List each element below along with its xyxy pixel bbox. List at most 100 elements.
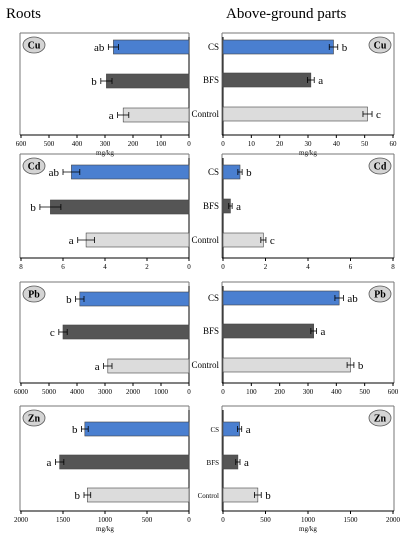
panel-cu-roots: 0 100 200 300 400 500 600 Cu ab b a mg/kg: [16, 32, 191, 157]
panel-pb-above-ground: 0 100 200 300 400 500 600 Pb ab CS a BFS b Control: [191, 281, 399, 396]
element-badge-label: Cd: [28, 162, 41, 173]
element-badge-label: Cd: [374, 162, 387, 173]
bar-cs: [222, 39, 334, 55]
significance-letter: b: [66, 294, 72, 306]
x-tick-label: 500: [359, 388, 370, 396]
element-badge-label: Cu: [374, 41, 387, 52]
significance-letter: a: [109, 110, 114, 122]
category-label: CS: [208, 167, 219, 177]
element-badge-label: Zn: [374, 414, 387, 425]
panel-cd-above-ground: 0 2 4 6 8 Cd b CS a BFS c Control: [191, 153, 395, 271]
x-tick-label: 400: [72, 140, 83, 148]
significance-letter: b: [342, 42, 348, 54]
element-badge: [368, 409, 392, 427]
bar-cs: [84, 421, 190, 437]
bar-bfs: [59, 454, 190, 470]
x-tick-label: 0: [187, 263, 191, 271]
x-tick-label: 10: [248, 140, 256, 148]
category-label: CS: [208, 42, 219, 52]
significance-letter: c: [50, 327, 55, 339]
x-tick-label: 2: [264, 263, 268, 271]
significance-letter: b: [72, 424, 78, 436]
category-label: BFS: [207, 459, 220, 467]
element-badge-label: Pb: [28, 290, 40, 301]
significance-letter: a: [246, 424, 251, 436]
x-tick-label: 500: [142, 516, 153, 524]
x-tick-label: 0: [187, 388, 191, 396]
bar-bfs: [106, 73, 190, 89]
x-axis-label: mg/kg: [96, 525, 114, 533]
significance-letter: a: [244, 457, 249, 469]
x-tick-label: 1000: [154, 388, 169, 396]
x-axis-label: mg/kg: [299, 149, 317, 157]
x-tick-label: 8: [19, 263, 23, 271]
element-badge: [22, 157, 46, 175]
x-axis-label: mg/kg: [299, 525, 317, 533]
element-badge: [368, 36, 392, 54]
category-label: BFS: [203, 201, 219, 211]
significance-letter: c: [376, 109, 381, 121]
x-tick-label: 600: [388, 388, 399, 396]
category-label: CS: [210, 426, 219, 434]
category-label: Control: [191, 360, 219, 370]
x-axis-label: mg/kg: [96, 149, 114, 157]
bar-control: [222, 487, 259, 503]
element-badge-label: Zn: [28, 414, 41, 425]
x-tick-label: 6000: [14, 388, 29, 396]
x-tick-label: 200: [128, 140, 139, 148]
panel-zn-above-ground: 0 500 1000 1500 2000 Zn a CS a BFS b Control mg/kg: [198, 405, 401, 533]
significance-letter: b: [246, 167, 252, 179]
category-label: Control: [191, 235, 219, 245]
category-label: CS: [208, 293, 219, 303]
significance-letter: b: [358, 360, 364, 372]
element-badge: [22, 36, 46, 54]
x-tick-label: 2: [145, 263, 149, 271]
category-label: BFS: [203, 326, 219, 336]
x-tick-label: 0: [221, 140, 225, 148]
x-tick-label: 0: [221, 516, 225, 524]
significance-letter: b: [30, 202, 36, 214]
x-tick-label: 500: [260, 516, 271, 524]
bar-bfs: [222, 323, 314, 339]
bar-bfs: [222, 72, 312, 88]
significance-letter: b: [75, 490, 81, 502]
x-tick-label: 6: [349, 263, 353, 271]
x-tick-label: 400: [331, 388, 342, 396]
bar-cs: [222, 164, 241, 180]
significance-letter: a: [236, 201, 241, 213]
category-label: Control: [198, 492, 219, 500]
x-tick-label: 100: [156, 140, 167, 148]
x-tick-label: 300: [303, 388, 314, 396]
significance-letter: a: [318, 75, 323, 87]
bar-control: [85, 232, 190, 248]
x-tick-label: 60: [390, 140, 398, 148]
significance-letter: ab: [94, 42, 105, 54]
x-tick-label: 4: [306, 263, 310, 271]
bar-cs: [222, 290, 340, 306]
x-tick-label: 0: [221, 263, 225, 271]
significance-letter: a: [321, 326, 326, 338]
significance-letter: a: [95, 361, 100, 373]
x-tick-label: 2000: [386, 516, 401, 524]
x-tick-label: 2000: [14, 516, 29, 524]
x-tick-label: 600: [16, 140, 27, 148]
element-badge: [368, 157, 392, 175]
bar-control: [107, 358, 190, 374]
element-badge: [22, 409, 46, 427]
element-badge-label: Pb: [374, 290, 386, 301]
bar-control: [222, 357, 351, 373]
bar-cs: [113, 39, 190, 55]
x-tick-label: 40: [333, 140, 341, 148]
x-tick-label: 3000: [98, 388, 113, 396]
bar-bfs: [62, 324, 190, 340]
bar-control: [122, 107, 190, 123]
significance-letter: c: [270, 235, 275, 247]
x-tick-label: 2000: [126, 388, 141, 396]
x-tick-label: 5000: [42, 388, 57, 396]
x-tick-label: 1500: [56, 516, 71, 524]
bar-control: [222, 232, 264, 248]
element-badge: [368, 285, 392, 303]
panel-cd-roots: 0 2 4 6 8 Cd ab b a: [19, 153, 191, 271]
x-tick-label: 6: [61, 263, 65, 271]
